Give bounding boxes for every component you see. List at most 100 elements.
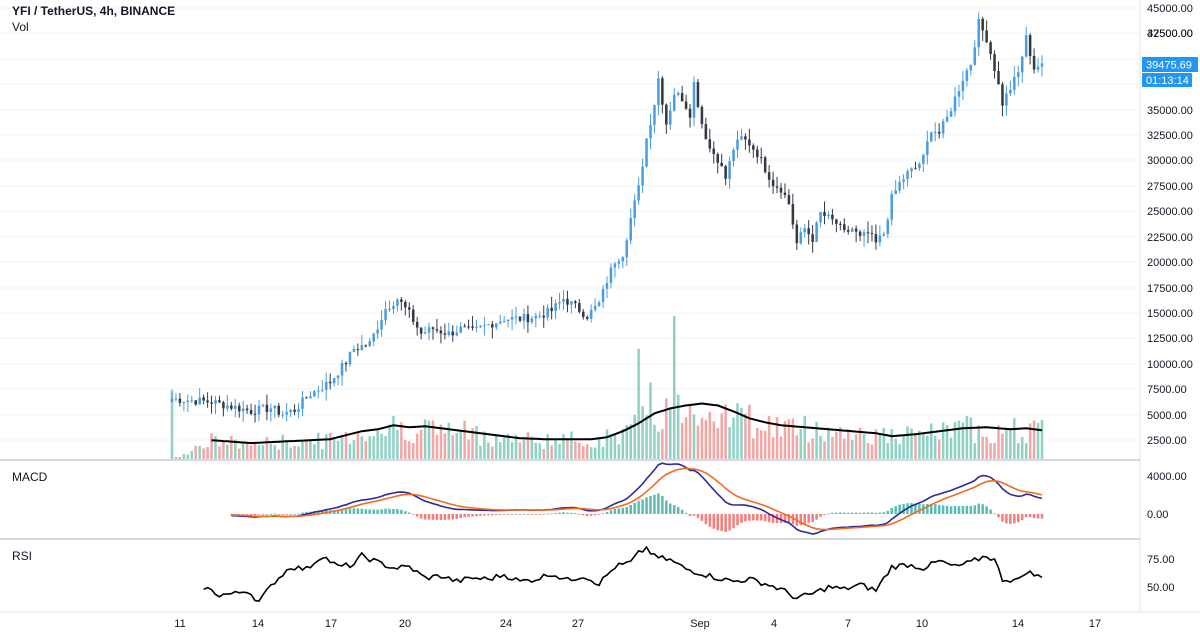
- candle-body: [1040, 63, 1044, 67]
- volume-bar: [190, 450, 194, 459]
- macd-histogram-bar: [977, 503, 980, 514]
- volume-bar: [1001, 433, 1004, 459]
- volume-ma-line: [211, 402, 1043, 445]
- candle-body: [767, 172, 771, 180]
- volume-bar: [459, 431, 462, 459]
- candle-body: [574, 301, 577, 304]
- candle-body: [779, 187, 783, 193]
- volume-bar: [633, 414, 636, 459]
- macd-histogram-bar: [1028, 514, 1032, 517]
- volume-bar: [332, 437, 336, 459]
- volume-bar: [182, 453, 186, 459]
- volume-bar: [495, 434, 498, 459]
- candle-body: [475, 326, 478, 328]
- time-tick-label: 7: [845, 618, 851, 630]
- macd-histogram-bar: [522, 513, 526, 515]
- macd-histogram-bar: [926, 503, 929, 514]
- macd-histogram-bar: [1024, 514, 1028, 518]
- volume-bar: [684, 417, 688, 459]
- macd-histogram-bar: [1017, 514, 1020, 523]
- macd-histogram-bar: [870, 512, 874, 514]
- candle-body: [317, 390, 320, 392]
- countdown-tag: [1142, 73, 1192, 87]
- volume-bar: [795, 435, 799, 459]
- volume-bar: [463, 420, 466, 459]
- candle-body: [502, 321, 506, 323]
- macd-histogram-bar: [455, 514, 458, 519]
- volume-label[interactable]: Vol: [12, 20, 29, 34]
- candle-body: [372, 333, 375, 342]
- volume-bar: [910, 428, 913, 459]
- volume-bar: [728, 427, 731, 459]
- macd-histogram-bar: [613, 508, 617, 514]
- candle-body: [775, 186, 779, 188]
- candle-body: [910, 168, 913, 172]
- time-tick-label: 14: [252, 618, 264, 630]
- volume-bar: [878, 434, 882, 459]
- candle-body: [518, 316, 522, 321]
- price-tick-label: 45000.00: [1147, 3, 1193, 15]
- candle-body: [206, 400, 209, 403]
- candle-body: [799, 232, 803, 244]
- candle-body: [759, 157, 763, 159]
- time-tick-label: 27: [572, 618, 584, 630]
- volume-bar: [277, 449, 281, 459]
- volume-bar: [621, 428, 625, 459]
- candle-body: [914, 168, 917, 170]
- volume-bar: [435, 434, 439, 459]
- volume-bar: [609, 434, 613, 459]
- volume-bar: [265, 436, 269, 459]
- volume-bar: [356, 432, 360, 459]
- macd-histogram-bar: [419, 514, 423, 519]
- volume-bar: [396, 429, 399, 459]
- price-tick-label: 20000.00: [1147, 257, 1193, 269]
- macd-histogram-bar: [550, 513, 553, 515]
- volume-bar: [605, 429, 609, 459]
- volume-bar: [1028, 423, 1032, 459]
- macd-histogram-bar: [617, 508, 621, 514]
- price-tick-label: 12500.00: [1147, 333, 1193, 345]
- macd-histogram-bar: [981, 504, 984, 514]
- macd-histogram-bar: [957, 506, 961, 514]
- macd-histogram-bar: [997, 514, 1000, 518]
- volume-bar: [680, 422, 684, 459]
- volume-bar: [578, 442, 581, 459]
- volume-bar: [336, 440, 340, 459]
- candle-body: [835, 219, 838, 224]
- candle-body: [815, 222, 818, 242]
- candle-body: [937, 131, 941, 134]
- macd-histogram-bar: [400, 509, 403, 514]
- candles: [170, 12, 1044, 423]
- macd-histogram-bar: [783, 514, 787, 523]
- candle-body: [218, 400, 221, 403]
- candle-body: [237, 405, 241, 412]
- macd-histogram-bar: [704, 514, 708, 525]
- candle-body: [1032, 56, 1036, 70]
- price-tick-label: 10000.00: [1147, 359, 1193, 371]
- candle-body: [495, 323, 498, 328]
- volume-bar: [645, 415, 648, 459]
- candle-body: [874, 234, 878, 243]
- rsi-label[interactable]: RSI: [12, 549, 33, 563]
- volume-bar: [194, 445, 197, 459]
- macd-histogram-bar: [945, 505, 949, 514]
- candle-body: [396, 299, 399, 307]
- macd-histogram-bar: [597, 514, 601, 515]
- macd-label[interactable]: MACD: [12, 470, 48, 484]
- volume-bar: [894, 438, 897, 459]
- volume-bar: [411, 443, 415, 459]
- volume-bar: [637, 348, 640, 459]
- candle-body: [1020, 56, 1024, 73]
- volume-bar: [831, 436, 834, 459]
- symbol-title[interactable]: YFI / TetherUS, 4h, BINANCE: [12, 4, 176, 18]
- price-tick-label: 30000.00: [1147, 155, 1193, 167]
- candle-body: [1013, 76, 1016, 90]
- volume-bar: [570, 431, 573, 459]
- volume-bar: [700, 417, 704, 459]
- volume-bar: [914, 433, 917, 459]
- volume-bar: [973, 443, 977, 459]
- candle-body: [530, 318, 534, 323]
- candle-body: [593, 305, 597, 310]
- macd-histogram-bar: [744, 514, 747, 522]
